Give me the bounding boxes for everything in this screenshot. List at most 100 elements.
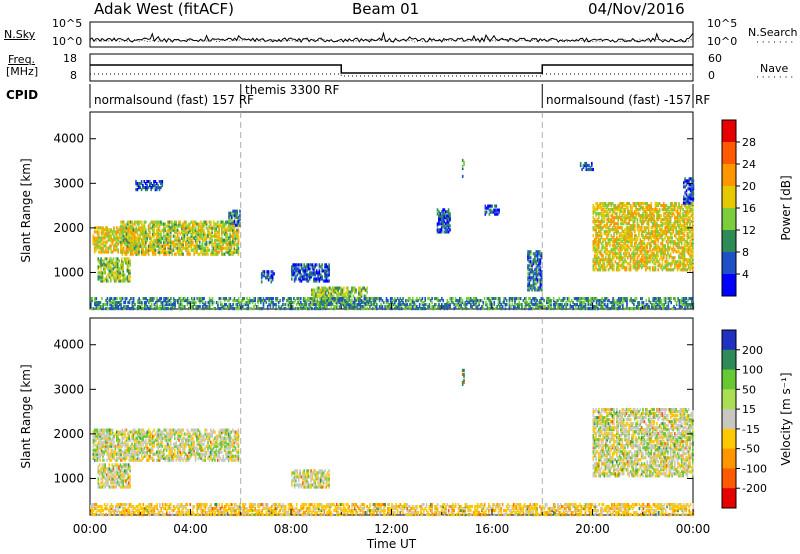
echo-cell [101, 307, 103, 311]
echo-cell [537, 301, 540, 305]
echo-cell [126, 261, 129, 265]
echo-cell [290, 299, 292, 303]
echo-cell [322, 307, 324, 311]
echo-cell [643, 262, 646, 266]
echo-cell [645, 228, 647, 232]
echo-cell [287, 301, 290, 305]
echo-cell [603, 202, 606, 206]
echo-cell [634, 244, 636, 248]
echo-cell [598, 234, 600, 238]
echo-cell [327, 290, 330, 294]
echo-cell [246, 297, 248, 301]
echo-cell [347, 303, 349, 307]
echo-cell [495, 210, 498, 214]
echo-cell [409, 303, 411, 307]
echo-cell [154, 244, 157, 248]
echo-cell [669, 297, 671, 301]
echo-cell [528, 307, 530, 311]
echo-cell [676, 212, 679, 216]
echo-cell [624, 228, 626, 232]
echo-cell [124, 240, 126, 244]
echo-cell [271, 299, 273, 303]
echo-cell [338, 297, 341, 301]
echo-cell [146, 186, 148, 190]
echo-cell [394, 297, 396, 301]
echo-cell [625, 202, 628, 206]
echo-cell [399, 307, 402, 311]
echo-cell [136, 222, 139, 226]
echo-cell [230, 252, 233, 256]
echo-cell [602, 220, 604, 224]
echo-cell [121, 261, 123, 265]
echo-cell [676, 216, 679, 220]
echo-cell [213, 301, 215, 305]
echo-cell [324, 301, 327, 305]
echo-cell [660, 250, 662, 254]
echo-cell [186, 230, 189, 234]
echo-cell [661, 246, 664, 250]
echo-cell [636, 224, 639, 228]
echo-cell [580, 297, 583, 301]
echo-cell [110, 277, 112, 281]
echo-cell [620, 244, 622, 248]
echo-cell [193, 297, 196, 301]
echo-cell [103, 267, 105, 271]
echo-cell [616, 256, 618, 260]
echo-cell [297, 297, 299, 301]
echo-cell [445, 214, 447, 218]
echo-cell [176, 238, 179, 242]
echo-cell [621, 248, 624, 252]
echo-cell [319, 307, 321, 311]
echo-cell [532, 284, 535, 288]
echo-cell [143, 301, 146, 305]
echo-cell [248, 299, 251, 303]
echo-cell [484, 204, 487, 208]
echo-cell [668, 254, 671, 258]
echo-cell [104, 267, 106, 271]
echo-cell [172, 224, 175, 228]
echo-cell [418, 297, 421, 301]
echo-cell [616, 212, 618, 216]
echo-cell [210, 220, 212, 224]
echo-cell [592, 244, 595, 248]
echo-cell [129, 269, 131, 273]
echo-cell [655, 307, 657, 311]
echo-cell [140, 220, 143, 224]
echo-cell [205, 248, 208, 252]
echo-cell [114, 297, 117, 301]
echo-cell [234, 236, 237, 240]
echo-cell [98, 265, 101, 269]
echo-cell [676, 268, 679, 272]
echo-cell [194, 244, 197, 248]
echo-cell [535, 299, 537, 303]
echo-cell [93, 236, 96, 240]
echo-cell [414, 307, 417, 311]
echo-cell [237, 299, 240, 303]
echo-cell [595, 303, 598, 307]
echo-cell [156, 244, 158, 248]
echo-cell [517, 303, 519, 307]
echo-cell [651, 222, 654, 226]
echo-cell [139, 236, 142, 240]
echo-cell [632, 252, 635, 256]
echo-cell [218, 226, 220, 230]
echo-cell [186, 238, 189, 242]
echo-cell [639, 218, 642, 222]
echo-cell [625, 240, 628, 244]
echo-cell [691, 297, 693, 301]
echo-cell [92, 236, 95, 240]
echo-cell [154, 248, 157, 252]
echo-cell [624, 268, 626, 272]
echo-cell [147, 248, 150, 252]
echo-cell [93, 248, 96, 252]
echo-cell [600, 254, 603, 258]
echo-cell [661, 228, 664, 232]
echo-cell [684, 299, 686, 303]
echo-cell [656, 230, 658, 234]
echo-cell [222, 305, 225, 309]
echo-cell [665, 214, 668, 218]
echo-cell [657, 210, 659, 214]
echo-cell [439, 222, 442, 226]
echo-cell [479, 299, 482, 303]
echo-cell [661, 232, 664, 236]
